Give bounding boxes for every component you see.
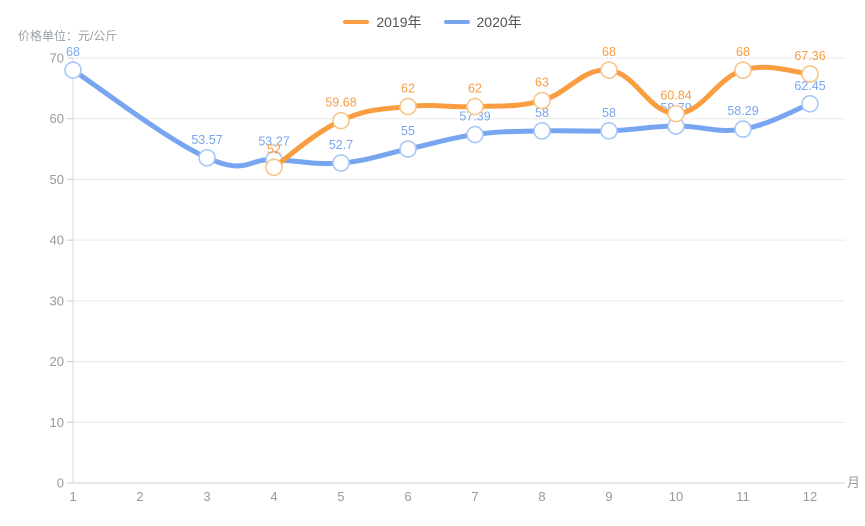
y-tick-label: 50 (50, 172, 64, 187)
data-point-label: 62 (468, 82, 482, 96)
data-point-marker (801, 65, 819, 83)
data-point-label: 68 (66, 45, 80, 59)
data-point-marker (332, 154, 350, 172)
data-point-marker (734, 61, 752, 79)
data-point-marker (399, 140, 417, 158)
data-point-marker (265, 158, 283, 177)
data-point-label: 63 (535, 76, 549, 90)
data-point-label: 55 (401, 124, 415, 138)
x-tick-label: 10 (669, 489, 683, 504)
data-point-label: 68 (736, 45, 750, 59)
data-point-marker (466, 125, 484, 144)
data-point-marker (466, 97, 484, 116)
data-point-label: 52.7 (329, 138, 353, 152)
x-tick-label: 5 (337, 489, 344, 504)
y-tick-label: 60 (50, 111, 64, 126)
data-point-label: 52 (267, 142, 281, 156)
legend-item-2020[interactable]: 2020年 (443, 12, 522, 32)
data-point-marker (533, 122, 551, 140)
legend-swatch-2020 (443, 20, 470, 24)
x-tick-label: 8 (538, 489, 545, 504)
y-tick-label: 30 (50, 293, 64, 308)
x-tick-label: 1 (69, 489, 76, 504)
data-point-label: 58 (535, 106, 549, 120)
data-point-marker (600, 122, 618, 140)
legend-label-2019: 2019年 (376, 14, 422, 30)
series-line (70, 67, 813, 169)
data-point-marker (399, 97, 417, 116)
data-point-label: 67.36 (794, 49, 825, 63)
data-point-marker (533, 91, 551, 110)
data-point-marker (600, 61, 618, 79)
x-tick-label: 9 (605, 489, 612, 504)
y-tick-label: 0 (57, 476, 64, 491)
data-point-label: 53.57 (191, 133, 222, 147)
x-tick-label: 6 (404, 489, 411, 504)
legend-label-2020: 2020年 (476, 14, 522, 30)
data-point-marker (801, 95, 819, 113)
y-tick-label: 10 (50, 415, 64, 430)
x-axis-unit-label: 月 (847, 475, 860, 490)
data-point-label: 59.68 (325, 96, 356, 110)
legend-item-2019[interactable]: 2019年 (343, 12, 422, 32)
x-tick-label: 2 (136, 489, 143, 504)
data-point-marker (64, 61, 82, 79)
x-tick-label: 7 (471, 489, 478, 504)
x-tick-label: 11 (736, 489, 750, 504)
x-tick-label: 3 (203, 489, 210, 504)
data-point-marker (667, 104, 685, 123)
data-point-label: 60.84 (660, 89, 691, 103)
data-point-label: 57.39 (459, 110, 490, 124)
data-point-marker (734, 120, 752, 138)
data-point-label: 53.27 (258, 135, 289, 149)
y-tick-label: 40 (50, 233, 64, 248)
data-point-marker (198, 148, 216, 167)
data-point-label: 62.45 (794, 79, 825, 93)
y-axis-title: 价格单位：元/公斤 (18, 29, 118, 43)
series-2019年: 52 59.68 62 62 63 68 60.84 68 67.36 (265, 45, 826, 177)
data-point-label: 62 (401, 82, 415, 96)
data-point-label: 68 (602, 45, 616, 59)
y-tick-label: 20 (50, 354, 64, 369)
data-point-marker (332, 111, 350, 130)
legend: 2019年 2020年 (0, 12, 865, 32)
x-tick-label: 4 (270, 489, 277, 504)
x-tick-label: 12 (803, 489, 817, 504)
data-point-label: 58 (602, 106, 616, 120)
y-tick-label: 70 (50, 51, 64, 66)
legend-swatch-2019 (343, 20, 370, 24)
data-point-label: 58.29 (727, 104, 758, 118)
